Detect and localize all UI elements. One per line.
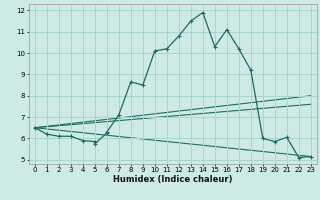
X-axis label: Humidex (Indice chaleur): Humidex (Indice chaleur) — [113, 175, 233, 184]
